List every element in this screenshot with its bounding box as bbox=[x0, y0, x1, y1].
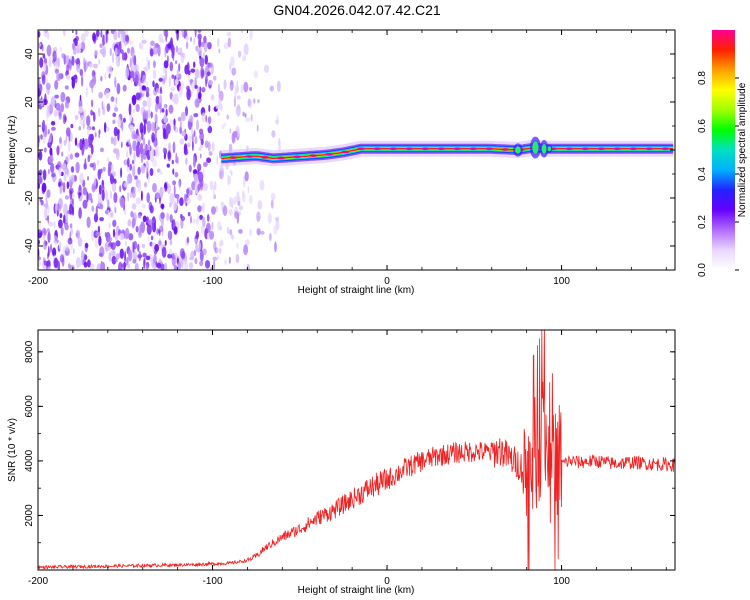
snr-y-label: SNR (10 * v/v) bbox=[7, 418, 18, 482]
spectrogram-y-tick-label: 40 bbox=[24, 48, 35, 60]
snr-x-tick-label: -200 bbox=[28, 576, 48, 587]
colorbar-tick-label: 0.0 bbox=[697, 263, 708, 277]
snr-x-tick-label: 0 bbox=[384, 576, 390, 587]
spectrogram-panel: -200 -100 0 100 40 20 0 -20 -40 Height of strai… bbox=[7, 29, 676, 296]
spectrogram-x-tick-label: -200 bbox=[28, 276, 48, 287]
spectrogram-x-tick-label: 100 bbox=[553, 276, 570, 287]
snr-y-ticks: 2000 4000 6000 8000 bbox=[24, 340, 675, 571]
snr-y-tick-label: 6000 bbox=[24, 395, 35, 418]
colorbar-tick-label: 0.6 bbox=[697, 119, 708, 133]
chart-title: GN04.2026.042.07.42.C21 bbox=[273, 2, 441, 18]
spectrogram-y-tick-label: 0 bbox=[24, 147, 35, 153]
snr-plot-area bbox=[38, 330, 675, 570]
spectrogram-ridge bbox=[220, 136, 674, 167]
snr-series-line bbox=[38, 330, 675, 570]
snr-x-label: Height of straight line (km) bbox=[298, 585, 415, 596]
snr-x-ticks: -200 -100 0 100 bbox=[28, 330, 667, 587]
snr-y-tick-label: 2000 bbox=[24, 504, 35, 527]
colorbar-tick-label: 0.4 bbox=[697, 167, 708, 181]
colorbar-tick-label: 0.8 bbox=[697, 71, 708, 85]
spectrogram-x-label: Height of straight line (km) bbox=[298, 285, 415, 296]
spectrogram-y-tick-label: -20 bbox=[24, 190, 35, 205]
spectrogram-x-tick-label: 0 bbox=[384, 276, 390, 287]
colorbar-tick-label: 0.2 bbox=[697, 215, 708, 229]
snr-panel: -200 -100 0 100 2000 4000 6000 8000 Height of … bbox=[7, 329, 676, 596]
spectrogram-x-ticks: -200 -100 0 100 bbox=[28, 30, 667, 287]
colorbar-label: Normalized spectral amplitude bbox=[737, 82, 748, 217]
spectrogram-y-tick-label: 20 bbox=[24, 96, 35, 108]
spectrogram-y-tick-label: -40 bbox=[24, 238, 35, 253]
colorbar-gradient bbox=[712, 30, 735, 270]
spectrogram-y-ticks: 40 20 0 -20 -40 bbox=[24, 29, 675, 271]
colorbar: 0.0 0.2 0.4 0.6 0.8 Normalized spectral ampl… bbox=[697, 30, 748, 277]
spectrogram-y-label: Frequency (Hz) bbox=[7, 116, 18, 185]
snr-y-tick-label: 4000 bbox=[24, 449, 35, 472]
spectrogram-noise bbox=[38, 30, 281, 270]
snr-x-tick-label: -100 bbox=[203, 576, 223, 587]
snr-frame bbox=[37, 329, 676, 571]
snr-x-tick-label: 100 bbox=[553, 576, 570, 587]
colorbar-ticks: 0.0 0.2 0.4 0.6 0.8 bbox=[697, 71, 739, 277]
snr-y-tick-label: 8000 bbox=[24, 340, 35, 363]
spectrogram-x-tick-label: -100 bbox=[203, 276, 223, 287]
